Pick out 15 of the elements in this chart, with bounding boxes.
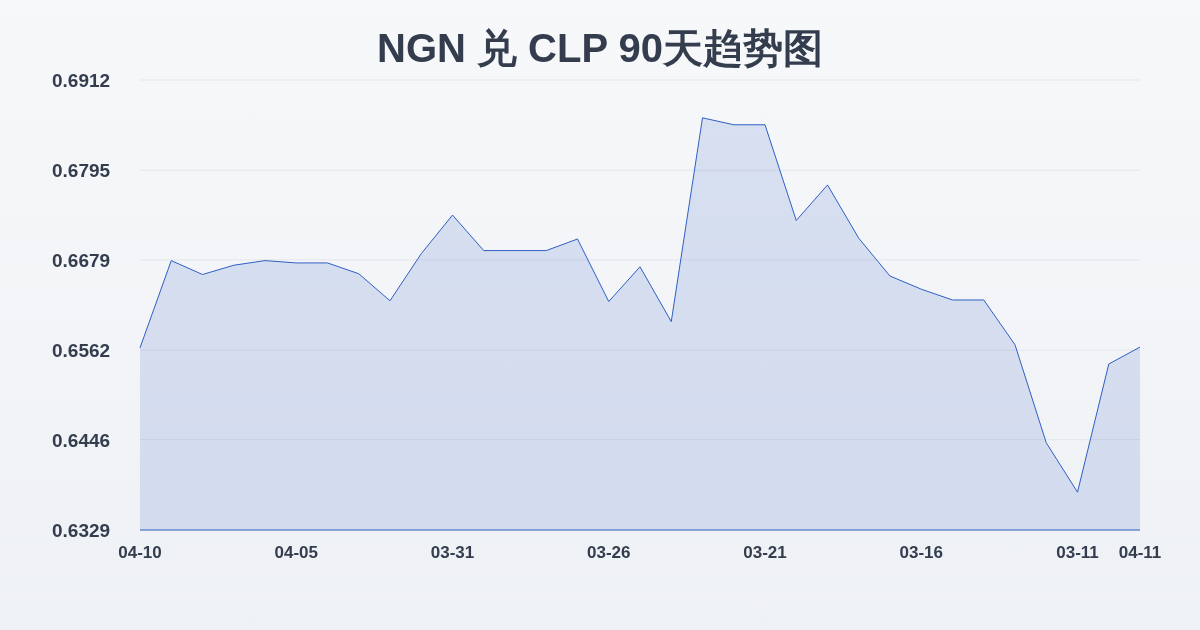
x-tick-label: 04-10 (118, 543, 162, 562)
x-tick-label: 03-21 (743, 543, 787, 562)
y-tick-label: 0.6446 (52, 429, 111, 451)
chart-title: NGN 兑 CLP 90天趋势图 (377, 26, 823, 70)
y-tick-label: 0.6912 (52, 70, 111, 91)
y-tick-label: 0.6795 (52, 160, 111, 182)
x-tick-label: 03-31 (430, 543, 475, 562)
y-tick-label: 0.6679 (52, 249, 111, 271)
x-tick-label: 03-26 (587, 543, 631, 562)
x-tick-label: 03-11 (1056, 543, 1099, 562)
x-tick-label: 04-11 (1118, 543, 1162, 562)
x-tick-label: 03-16 (899, 543, 943, 562)
y-tick-label: 0.6329 (52, 520, 111, 541)
y-tick-label: 0.6562 (52, 340, 111, 362)
x-tick-label: 04-05 (274, 543, 318, 562)
